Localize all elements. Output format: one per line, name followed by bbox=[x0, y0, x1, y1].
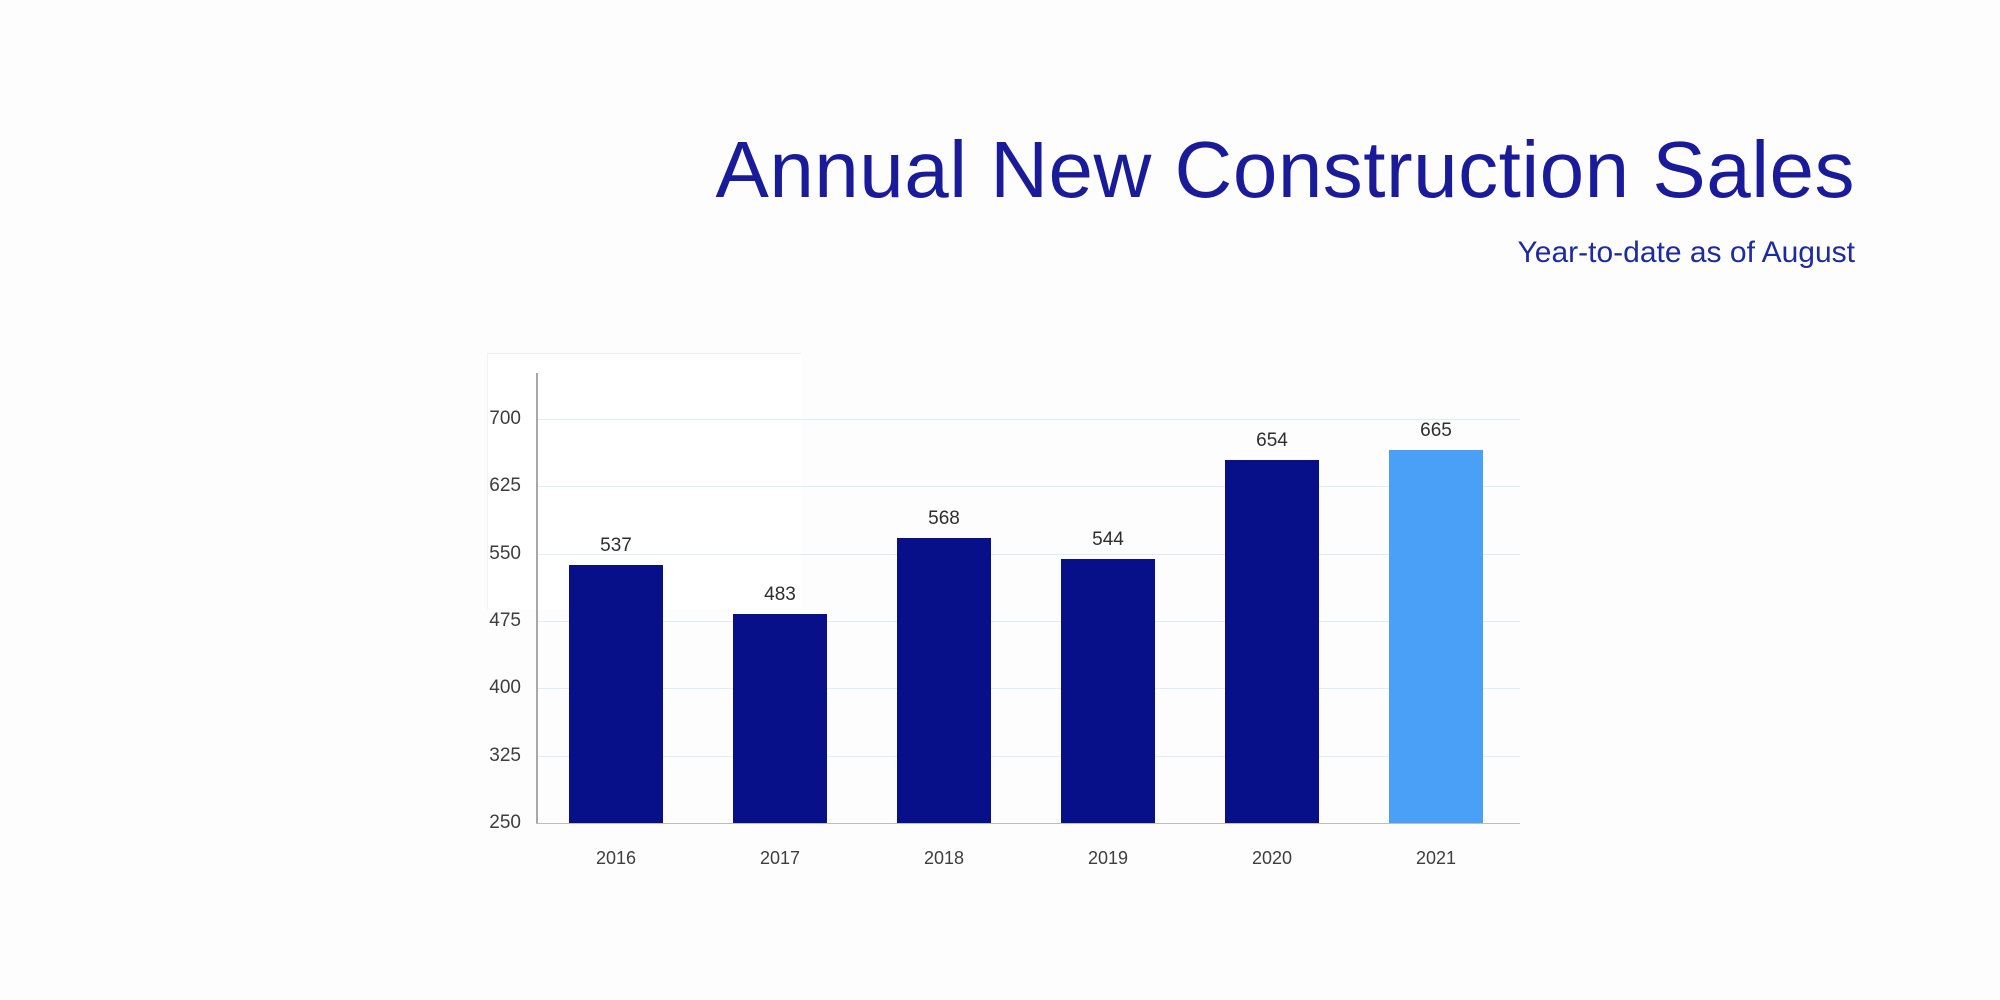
bar-2017 bbox=[733, 613, 827, 823]
x-tick-label-2020: 2020 bbox=[1251, 848, 1293, 868]
y-tick-label-625: 625 bbox=[489, 475, 521, 497]
bar-2020 bbox=[1225, 460, 1319, 823]
value-label-2019: 544 bbox=[1092, 529, 1124, 551]
value-label-2020: 654 bbox=[1256, 430, 1288, 452]
y-tick-label-325: 325 bbox=[489, 744, 521, 766]
bar-2021 bbox=[1389, 450, 1483, 823]
x-tick-label-2021: 2021 bbox=[1415, 848, 1457, 868]
gridline-325 bbox=[536, 755, 1520, 757]
bar-2019 bbox=[1061, 559, 1155, 823]
x-tick-label-2016: 2016 bbox=[595, 848, 637, 868]
y-tick-label-700: 700 bbox=[489, 408, 521, 429]
value-label-2018: 568 bbox=[928, 507, 960, 529]
chart-subtitle: Year-to-date as of August bbox=[1517, 236, 1855, 269]
y-tick-label-400: 400 bbox=[489, 677, 521, 699]
gridline-625 bbox=[536, 486, 1520, 488]
x-tick-label-2019: 2019 bbox=[1087, 848, 1129, 868]
gridline-475 bbox=[536, 621, 1520, 622]
y-tick-label-250: 250 bbox=[489, 812, 521, 833]
gridline-700 bbox=[536, 419, 1520, 420]
value-label-2017: 483 bbox=[764, 583, 796, 605]
bar-2016 bbox=[569, 565, 663, 823]
y-axis-line bbox=[536, 373, 538, 823]
y-tick-label-475: 475 bbox=[489, 610, 521, 631]
gridline-400 bbox=[536, 688, 1520, 690]
x-axis-baseline bbox=[536, 823, 1520, 824]
x-tick-label-2018: 2018 bbox=[923, 848, 965, 868]
x-tick-label-2017: 2017 bbox=[759, 848, 801, 868]
value-label-2021: 665 bbox=[1420, 420, 1452, 442]
chart-header: Annual New Construction Sales Year-to-da… bbox=[715, 130, 1855, 268]
value-label-2016: 537 bbox=[600, 535, 632, 557]
bar-2018 bbox=[897, 537, 991, 823]
gridline-550 bbox=[536, 553, 1520, 555]
y-tick-label-550: 550 bbox=[489, 542, 521, 564]
chart-title: Annual New Construction Sales bbox=[715, 125, 1855, 214]
